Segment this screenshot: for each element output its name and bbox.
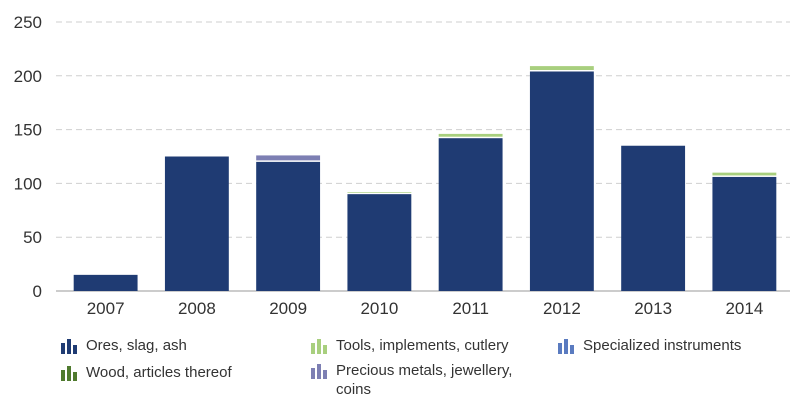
bar-chart-icon [61, 366, 77, 381]
x-tick-label: 2013 [634, 299, 672, 318]
legend-item-tools: Tools, implements, cutlery [310, 336, 509, 355]
legend-icon-bar [73, 345, 77, 354]
bar-segment [529, 71, 594, 291]
legend-icon-bar [317, 339, 321, 354]
bar-chart-icon [558, 339, 574, 354]
chart-legend: Ores, slag, ash Tools, implements, cutle… [60, 334, 780, 398]
bar-segment [438, 133, 503, 137]
y-tick-label: 200 [14, 67, 42, 86]
legend-icon-bar [323, 345, 327, 354]
legend-icon-bar [311, 368, 315, 379]
legend-icon-bar [558, 343, 562, 354]
y-tick-label: 100 [14, 174, 42, 193]
legend-icon-bar [317, 364, 321, 379]
bar-segment [438, 138, 503, 291]
legend-icon-bar [67, 366, 71, 381]
x-tick-label: 2012 [543, 299, 581, 318]
bar-segment [621, 145, 686, 291]
legend-label: Ores, slag, ash [86, 337, 187, 354]
legend-icon-bar [323, 370, 327, 379]
legend-item-precious: Precious metals, jewellery, coins [310, 361, 540, 399]
x-tick-label: 2008 [178, 299, 216, 318]
x-tick-label: 2011 [452, 299, 489, 318]
y-tick-label: 0 [33, 282, 42, 301]
x-tick-label: 2014 [725, 299, 763, 318]
bar-chart-icon [311, 364, 327, 379]
bar-segment [529, 66, 594, 70]
bar-segment [347, 192, 412, 193]
y-tick-label: 50 [23, 228, 42, 247]
bar-segment [347, 194, 412, 291]
x-tick-label: 2009 [269, 299, 307, 318]
legend-label: Tools, implements, cutlery [336, 337, 509, 354]
legend-label: Specialized instruments [583, 337, 742, 354]
chart-area: 0 50 100 150 200 250 2007 2008 2009 2010 2011 2012 2… [14, 13, 790, 318]
legend-icon-bar [61, 343, 65, 354]
bar-segment [256, 155, 321, 161]
legend-label: Wood, articles thereof [86, 364, 232, 381]
legend-icon-bar [564, 339, 568, 354]
x-tick-label: 2007 [87, 299, 125, 318]
bar-chart-icon [61, 339, 77, 354]
bar-segment [73, 274, 138, 291]
legend-item-wood: Wood, articles thereof [60, 363, 232, 382]
bar-segment [256, 161, 321, 291]
bar-segment [164, 156, 229, 291]
legend-item-ores: Ores, slag, ash [60, 336, 187, 355]
bar-chart: 0 50 100 150 200 250 2007 2008 2009 2010 2011 2012 2… [14, 13, 790, 318]
legend-icon-bar [570, 345, 574, 354]
y-tick-label: 150 [14, 121, 42, 140]
bar-segment [712, 172, 777, 176]
legend-icon-bar [61, 370, 65, 381]
legend-icon-bar [73, 372, 77, 381]
legend-label: Precious metals, jewellery, coins [336, 362, 513, 398]
x-tick-label: 2010 [360, 299, 398, 318]
legend-icon-bar [311, 343, 315, 354]
legend-icon-bar [67, 339, 71, 354]
legend-item-specialized: Specialized instruments [557, 336, 741, 355]
bar-chart-icon [311, 339, 327, 354]
bar-segment [712, 176, 777, 291]
y-tick-label: 250 [14, 13, 42, 32]
